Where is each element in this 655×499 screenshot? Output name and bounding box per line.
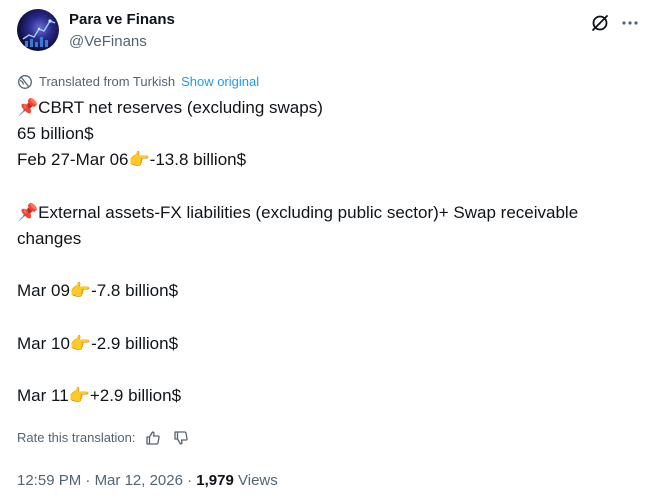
- entry-date: Mar 11: [17, 386, 69, 406]
- text-line: 📌External assets-FX liabilities (excludi…: [17, 200, 637, 252]
- entry-date: Mar 10: [17, 333, 70, 353]
- avatar[interactable]: [17, 9, 59, 51]
- pointing-hand-icon: 👉: [69, 333, 92, 354]
- entry-line: Mar 10👉-2.9 billion$: [17, 331, 637, 357]
- entry-value: -7.8 billion$: [91, 281, 179, 301]
- more-horizontal-icon: [622, 21, 638, 25]
- entry-date: Mar 09: [17, 281, 70, 301]
- views-count: 1,979: [196, 472, 234, 489]
- text-span: External assets-FX liabilities (excludin…: [17, 202, 579, 248]
- tweet-meta: 12:59 PM · Mar 12, 2026 · 1,979 Views: [17, 471, 278, 491]
- grok-button[interactable]: [589, 12, 611, 34]
- entry-value: -2.9 billion$: [91, 333, 179, 353]
- thumbs-down-icon: [173, 431, 188, 445]
- blank-line: [17, 174, 637, 200]
- more-options-button[interactable]: [619, 12, 641, 34]
- grok-slash-icon: [592, 15, 608, 31]
- pointing-hand-icon: 👉: [69, 281, 92, 302]
- text-line: 65 billion$: [17, 124, 94, 144]
- text-span: CBRT net reserves (excluding swaps): [38, 98, 323, 117]
- rate-translation: Rate this translation:: [17, 429, 189, 447]
- entry-value: +2.9 billion$: [89, 386, 182, 406]
- meta-separator: ·: [182, 472, 197, 489]
- globe-icon: [17, 74, 33, 90]
- avatar-image: [22, 19, 56, 47]
- views-label: Views: [233, 472, 278, 489]
- text-line: Feb 27-Mar 06👉-13.8 billion$: [17, 147, 637, 173]
- blank-line: [17, 357, 637, 383]
- entry-line: Mar 09👉-7.8 billion$: [17, 278, 637, 304]
- tweet-time-link[interactable]: 12:59 PM: [17, 472, 82, 489]
- thumbs-up-button[interactable]: [145, 430, 161, 446]
- meta-separator: ·: [81, 472, 95, 489]
- pushpin-icon: 📌: [17, 98, 39, 118]
- pointing-hand-icon: 👉: [128, 150, 150, 171]
- blank-line: [17, 305, 637, 331]
- rate-translation-label: Rate this translation:: [17, 430, 136, 445]
- show-original-link[interactable]: Show original: [181, 74, 260, 89]
- text-span: Feb 27-Mar 06: [17, 150, 129, 170]
- author-name[interactable]: Para ve Finans: [69, 11, 175, 28]
- tweet-date-link[interactable]: Mar 12, 2026: [94, 472, 183, 489]
- thumbs-up-icon: [145, 431, 160, 445]
- translation-note: Translated from Turkish Show original: [17, 73, 259, 91]
- text-line: 📌CBRT net reserves (excluding swaps): [17, 95, 637, 121]
- author-handle[interactable]: @VeFinans: [69, 33, 147, 50]
- pushpin-icon: 📌: [17, 202, 39, 223]
- entry-line: Mar 11👉+2.9 billion$: [17, 383, 637, 409]
- translated-from-label: Translated from Turkish: [39, 74, 176, 89]
- thumbs-down-button[interactable]: [173, 430, 189, 446]
- blank-line: [17, 252, 637, 278]
- tweet-text: 📌CBRT net reserves (excluding swaps) 65 …: [17, 95, 637, 409]
- pointing-hand-icon: 👉: [68, 386, 90, 407]
- text-span: -13.8 billion$: [149, 150, 247, 170]
